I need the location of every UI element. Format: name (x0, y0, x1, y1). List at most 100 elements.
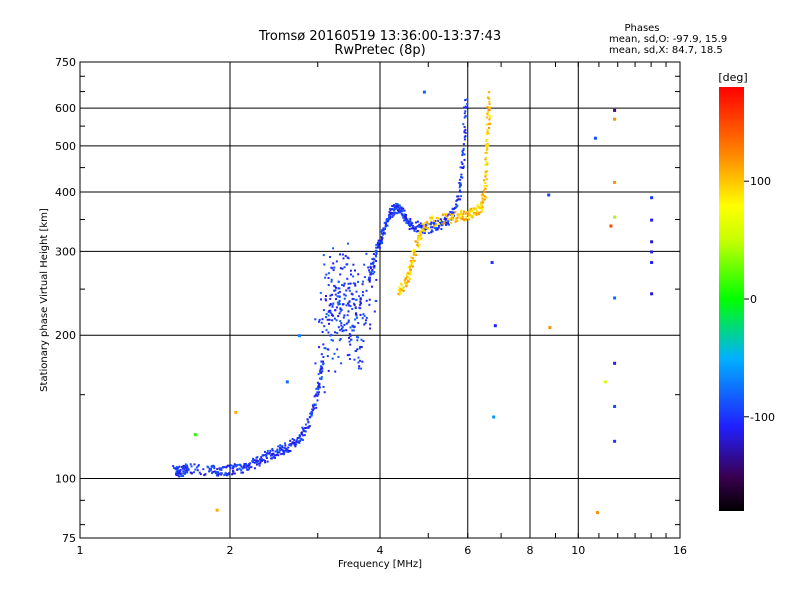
x-trace-point (419, 233, 422, 236)
o-trace-point (349, 305, 352, 308)
o-trace-point (460, 161, 463, 164)
o-trace-point (351, 293, 354, 296)
y-axis-label: Stationary phase Virtual Height [km] (39, 208, 50, 392)
o-trace-point (291, 438, 294, 440)
o-trace-point (326, 318, 329, 321)
o-trace-point (192, 471, 195, 474)
x-trace-point (422, 229, 425, 232)
x-trace-point (481, 197, 484, 200)
o-trace-point (346, 263, 349, 266)
o-trace-point (462, 149, 465, 152)
x-trace-point (454, 220, 457, 223)
o-trace-point (271, 452, 274, 455)
o-trace-point (308, 425, 311, 428)
o-trace-point (325, 313, 328, 315)
x-trace-point (469, 214, 472, 216)
o-trace-point (242, 471, 244, 474)
x-trace-point (481, 206, 484, 209)
o-trace-point (257, 462, 260, 465)
o-trace-point (359, 307, 362, 310)
x-trace-point (484, 187, 487, 190)
o-trace-point (230, 464, 233, 467)
o-trace-point (325, 299, 327, 302)
o-trace-point (359, 359, 361, 362)
x-trace-point (488, 117, 491, 120)
x-trace-point (488, 101, 491, 104)
x-trace-point (410, 256, 413, 259)
o-trace-point (186, 465, 189, 468)
x-trace-point (426, 227, 429, 230)
x-trace-point (410, 260, 413, 262)
x-trace-point (486, 123, 489, 126)
o-trace-point (353, 326, 356, 329)
o-trace-point (377, 241, 380, 244)
o-trace-point (463, 158, 466, 161)
o-trace-point (320, 321, 323, 324)
o-trace-point (462, 165, 465, 168)
x-trace-point (411, 265, 414, 268)
x-trace-point (475, 207, 478, 210)
x-trace-point (406, 272, 409, 275)
x-trace-point (458, 213, 461, 216)
o-trace-point (346, 277, 349, 280)
x-trace-point (407, 279, 410, 282)
o-trace-point (183, 467, 186, 470)
o-trace-point (306, 418, 309, 421)
colorbar-tick-label: 0 (750, 293, 757, 306)
x-trace-point (437, 223, 440, 225)
o-trace-point (310, 414, 313, 417)
o-trace-point (182, 467, 184, 470)
x-trace-point (454, 217, 457, 220)
o-trace-point (383, 227, 386, 230)
o-trace-point (262, 454, 265, 457)
o-trace-point (460, 166, 463, 169)
o-trace-point (461, 154, 464, 157)
o-trace-point (460, 195, 463, 198)
scatter-point (493, 324, 497, 328)
o-trace-point (232, 467, 235, 470)
o-trace-point (363, 314, 366, 317)
o-trace-point (351, 308, 354, 310)
o-trace-point (341, 326, 344, 329)
o-trace-point (259, 461, 262, 464)
x-trace-point (461, 215, 464, 218)
o-trace-point (298, 435, 301, 438)
o-trace-point (316, 387, 319, 390)
o-trace-point (313, 395, 316, 398)
x-trace-point (472, 208, 475, 211)
o-trace-point (388, 217, 390, 220)
o-trace-point (314, 362, 317, 365)
o-trace-point (378, 246, 381, 249)
o-trace-point (382, 227, 385, 230)
o-trace-point (255, 461, 258, 464)
scatter-point (285, 380, 289, 384)
x-trace-point (487, 114, 489, 117)
o-trace-point (224, 471, 227, 474)
o-trace-point (316, 399, 319, 402)
o-trace-point (227, 473, 229, 476)
o-trace-point (324, 276, 327, 279)
x-tick-label: 4 (377, 544, 384, 557)
x-trace-point (434, 224, 437, 227)
o-trace-point (328, 304, 331, 307)
o-trace-point (338, 312, 341, 315)
o-trace-point (334, 285, 336, 288)
o-trace-point (338, 339, 341, 342)
x-trace-point (398, 288, 401, 291)
o-trace-point (194, 468, 197, 471)
o-trace-point (322, 360, 324, 363)
o-trace-point (403, 213, 406, 216)
colorbar-gradient (719, 87, 744, 511)
o-trace-point (358, 295, 361, 298)
x-trace-point (399, 289, 402, 292)
o-trace-point (414, 227, 417, 230)
o-trace-point (464, 110, 467, 113)
x-tick-label: 16 (673, 544, 687, 557)
x-trace-point (419, 235, 422, 238)
o-trace-point (223, 466, 226, 469)
o-trace-point (334, 293, 337, 296)
o-trace-point (336, 295, 339, 298)
o-trace-point (347, 319, 350, 322)
o-trace-point (359, 313, 362, 316)
o-trace-point (394, 211, 397, 214)
